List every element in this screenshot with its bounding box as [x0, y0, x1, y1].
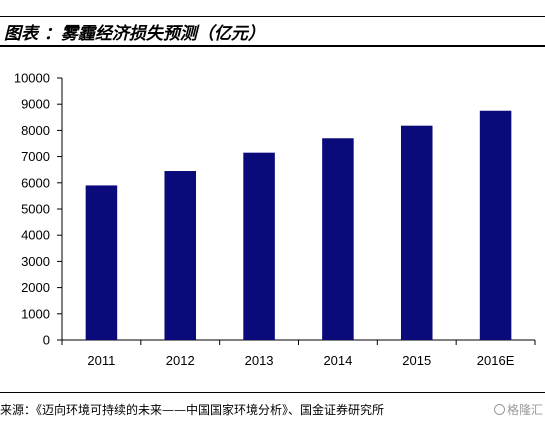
y-tick-label: 1000	[21, 306, 50, 321]
y-tick-label: 7000	[21, 149, 50, 164]
x-tick-label: 2016E	[477, 353, 515, 368]
y-tick-label: 2000	[21, 280, 50, 295]
y-tick-label: 9000	[21, 97, 50, 112]
y-tick-label: 8000	[21, 123, 50, 138]
x-tick-label: 2014	[323, 353, 352, 368]
y-tick-label: 10000	[14, 71, 50, 86]
y-tick-label: 3000	[21, 254, 50, 269]
y-tick-label: 5000	[21, 202, 50, 217]
bar-2013	[243, 152, 275, 340]
bar-2012	[164, 171, 197, 340]
x-axis: 2011 2012 2013 2014 2015 2016E	[61, 339, 536, 368]
bar-2016E	[479, 110, 512, 340]
bar-2014	[322, 138, 354, 340]
watermark-logo-icon	[493, 404, 505, 415]
watermark: 格隆汇	[493, 401, 543, 418]
y-tick-label: 0	[43, 333, 50, 348]
bar-2015	[400, 125, 433, 341]
x-tick-label: 2011	[87, 353, 115, 368]
source-note: 来源：《迈向环境可持续的未来——中国国家环境分析》、国金证券研究所	[0, 403, 385, 417]
x-tick-label: 2012	[166, 353, 195, 368]
bars	[85, 110, 512, 341]
x-tick-label: 2015	[402, 353, 431, 368]
y-tick-label: 6000	[21, 175, 50, 190]
chart-title: 图表 ：雾霾经济损失预测（亿元）	[4, 24, 265, 44]
source-bar: 来源：《迈向环境可持续的未来——中国国家环境分析》、国金证券研究所 格隆汇	[0, 392, 545, 425]
bar-2011	[85, 185, 118, 340]
title-bar: 图表 ：雾霾经济损失预测（亿元）	[0, 16, 545, 47]
y-axis: 0 1000 2000 3000 4000 5000 6000 7000 8000 9000 100…	[14, 71, 63, 348]
x-tick-label: 2013	[245, 353, 274, 368]
watermark-text: 格隆汇	[506, 403, 543, 417]
y-tick-label: 4000	[21, 228, 50, 243]
